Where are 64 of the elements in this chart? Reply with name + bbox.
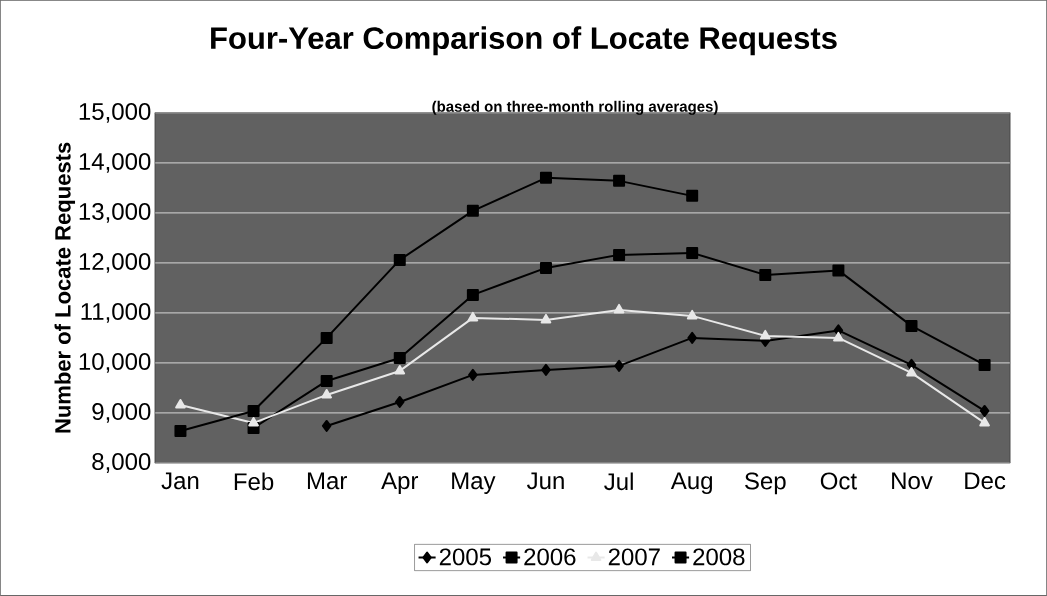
x-tick-label: Nov [892,472,933,490]
x-tick-label: Mar [307,472,347,490]
point [759,330,771,340]
point [393,352,406,365]
y-tick-label: 11,000 [81,303,151,323]
chart-title: Four-Year Comparison of Locate Requests [211,26,837,56]
point [321,420,332,433]
y-tick-label: 12,000 [79,253,151,273]
chart-subtitle: (based on three-month rolling averages) [432,100,718,115]
point [174,425,187,438]
point [613,174,626,187]
point [833,332,844,342]
y-axis-title: Number of Locate Requests [54,142,76,433]
point [905,320,918,333]
point [395,396,405,409]
legend-label: 2008 [693,548,745,566]
y-tick-label: 14,000 [79,153,151,173]
point [393,253,406,266]
point [686,310,698,320]
point [979,405,990,418]
x-tick-label: Jan [161,472,199,490]
y-tick-label: 8,000 [92,453,151,473]
point [320,332,333,345]
x-tick-label: Oct [820,472,857,490]
x-tick-label: Sep [745,472,786,495]
point [832,264,845,277]
point [466,288,479,301]
point [906,367,917,377]
legend-label: 2006 [524,548,576,566]
point [320,375,333,388]
point [978,359,991,372]
point [686,189,699,202]
y-tick-label: 10,000 [79,353,151,373]
x-tick-label: Feb [234,472,274,491]
x-tick-label: Apr [381,472,419,495]
point [247,405,260,418]
point [979,417,990,427]
point [467,312,479,322]
y-tick-label: 13,000 [79,203,151,223]
point [539,261,552,274]
x-tick-label: Jun [527,472,564,490]
x-tick-label: May [452,472,496,495]
point [541,364,551,377]
point [687,332,697,345]
y-tick-label: 15,000 [79,103,151,123]
point [613,248,626,261]
x-tick-label: Aug [670,472,712,495]
legend-label: 2005 [439,548,492,566]
x-tick-label: Jul [604,472,633,491]
point [175,399,186,409]
y-tick-label: 9,000 [92,403,151,423]
point [686,246,699,259]
legend-label: 2007 [608,548,660,566]
point [539,171,552,184]
point [614,360,624,373]
point [394,365,406,375]
point [466,204,479,217]
point [540,314,552,324]
point [321,389,332,399]
point [248,417,259,427]
point [759,268,772,281]
point [613,304,625,314]
point [468,369,478,382]
x-tick-label: Dec [965,472,1006,490]
